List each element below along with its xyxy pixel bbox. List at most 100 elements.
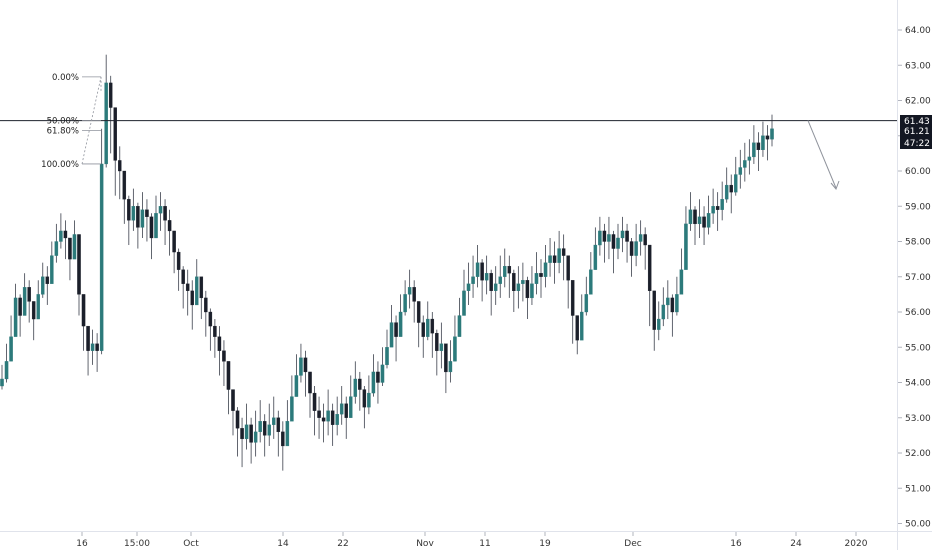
candle-body — [294, 375, 299, 397]
candle-body — [154, 213, 158, 239]
candle-body — [453, 336, 457, 362]
candle-body — [634, 241, 638, 256]
candle-body — [416, 301, 421, 323]
candle-body — [430, 318, 435, 334]
candle-body — [693, 209, 697, 225]
candle-body — [711, 206, 715, 214]
candle-body — [407, 287, 412, 295]
candle-body — [661, 304, 666, 320]
fib-level-label: 100.00% — [41, 160, 79, 170]
candle-body — [262, 421, 267, 436]
candle-body — [299, 357, 303, 376]
candle-body — [281, 431, 285, 447]
candle-body — [584, 294, 589, 313]
candle-body — [616, 237, 620, 249]
fib-level-label: 61.80% — [47, 126, 79, 136]
candle-body — [18, 297, 22, 316]
candle-body — [376, 371, 380, 383]
candle-body — [4, 361, 9, 380]
candle-body — [136, 206, 140, 228]
candle-body — [489, 273, 493, 292]
candle-body — [54, 241, 59, 256]
time-tick-label: 16 — [730, 539, 742, 549]
candle-body — [557, 248, 561, 263]
candle-body — [503, 266, 507, 277]
candle-body — [593, 244, 598, 270]
candle-body — [380, 364, 385, 383]
candle-body — [770, 128, 774, 140]
price-tick-label: 52.00 — [905, 449, 931, 459]
time-tick-label: 22 — [337, 539, 348, 549]
candle-body — [240, 428, 244, 440]
candle-body — [435, 332, 439, 351]
candle-body — [394, 322, 398, 337]
candle-body — [389, 322, 394, 348]
candle-body — [335, 414, 339, 425]
candle-body — [724, 184, 729, 200]
candle-body — [195, 276, 199, 306]
candle-body — [72, 234, 77, 260]
candle-body — [321, 417, 326, 422]
candle-body — [761, 135, 765, 150]
candle-body — [253, 431, 258, 443]
candle-body — [290, 396, 294, 422]
candle-body — [272, 417, 276, 425]
candle-body — [317, 410, 321, 418]
candle-body — [552, 255, 557, 263]
price-tag-box — [900, 125, 932, 137]
candle-body — [444, 343, 448, 373]
candle-body — [22, 287, 27, 316]
candle-body — [145, 209, 149, 217]
candle-body — [534, 273, 539, 284]
price-tick-label: 63.00 — [905, 61, 931, 71]
candle-body — [498, 276, 502, 284]
candle-body — [747, 156, 752, 161]
time-tick-label: 19 — [539, 539, 551, 549]
candle-body — [249, 424, 253, 443]
candle-body — [448, 361, 453, 373]
time-tick-label: 14 — [277, 539, 289, 549]
candle-body — [625, 230, 629, 242]
price-tick-label: 60.00 — [905, 167, 931, 177]
candle-body — [647, 244, 652, 291]
price-tag-label: 47:22 — [904, 139, 930, 149]
candles-group — [0, 54, 774, 471]
price-tag-box — [900, 115, 932, 127]
candle-body — [756, 142, 761, 151]
projection-arrow-head — [830, 180, 840, 190]
price-tick-label: 53.00 — [905, 414, 931, 424]
candle-body — [131, 206, 136, 221]
candle-body — [77, 234, 81, 295]
time-axis[interactable]: 16 15:00 Oct 14 22 Nov 11 19 Dec 16 24 2020 — [76, 532, 868, 549]
candle-body — [358, 378, 362, 390]
candle-body — [484, 273, 489, 281]
candle-body — [45, 276, 50, 284]
candle-body — [539, 273, 543, 277]
candle-body — [752, 142, 756, 158]
candle-body — [31, 301, 36, 320]
time-tick-label: 2020 — [845, 539, 868, 549]
time-tick-label: 16 — [76, 539, 88, 549]
candle-body — [217, 336, 222, 351]
candle-body — [643, 234, 647, 246]
candle-body — [163, 206, 167, 221]
price-tick-label: 54.00 — [905, 379, 931, 389]
candle-body — [149, 216, 154, 239]
candle-body — [471, 276, 475, 284]
candle-body — [729, 184, 733, 193]
candle-body — [688, 209, 693, 225]
candle-body — [176, 251, 181, 270]
price-tick-label: 50.00 — [905, 520, 931, 530]
candle-body — [666, 297, 670, 306]
candle-body — [226, 361, 231, 390]
candle-body — [344, 403, 348, 418]
candle-body — [267, 424, 271, 436]
candle-body — [493, 283, 498, 291]
candle-body — [570, 280, 575, 316]
time-tick-label: 24 — [790, 539, 802, 549]
candle-body — [697, 216, 702, 225]
candle-body — [204, 297, 208, 313]
candle-body — [122, 170, 127, 200]
candle-body — [426, 318, 430, 337]
